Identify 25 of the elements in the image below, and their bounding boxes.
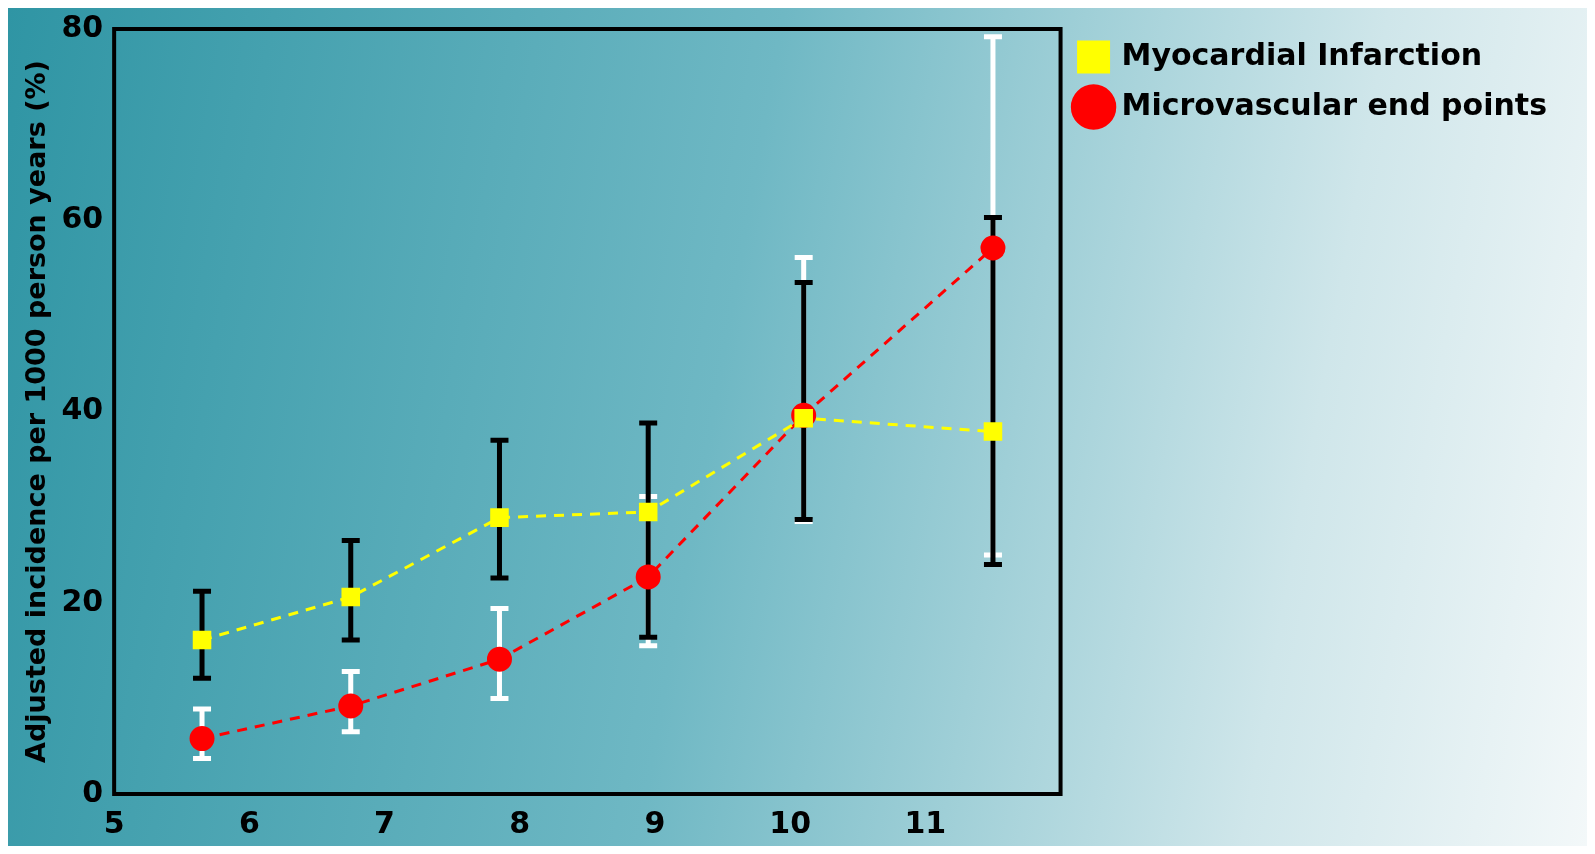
y-axis-title: Adjusted incidence per 1000 person years (%) [20, 60, 52, 763]
point [638, 502, 658, 522]
point [192, 630, 212, 650]
x-tick-label: 10 [769, 804, 812, 840]
point [341, 587, 361, 607]
x-tick-label: 6 [238, 804, 260, 840]
y-tick-label: 60 [61, 200, 104, 236]
y-tick-label: 40 [61, 391, 104, 427]
x-tick-label: 9 [644, 804, 666, 840]
x-tick-label: 5 [103, 804, 125, 840]
point [189, 726, 215, 752]
point [635, 564, 661, 590]
x-tick-label: 8 [509, 804, 531, 840]
y-tick-label: 20 [61, 582, 104, 618]
legend-label: Microvascular end points [1121, 86, 1547, 122]
y-tick-label: 0 [82, 773, 104, 809]
x-tick-label: 7 [374, 804, 395, 840]
point [486, 646, 512, 672]
x-tick-label: 11 [904, 804, 947, 840]
point [338, 693, 364, 719]
point [983, 422, 1003, 441]
y-tick-label: 80 [61, 8, 104, 44]
legend-label: Myocardial Infarction [1121, 36, 1483, 72]
point [980, 235, 1006, 261]
point [490, 508, 509, 527]
